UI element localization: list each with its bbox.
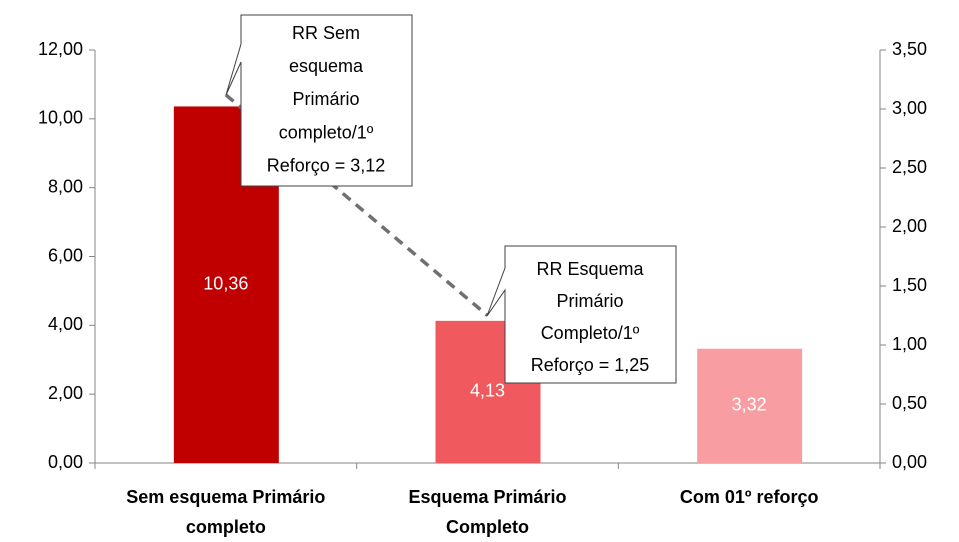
y-tick-label: 8,00 bbox=[48, 176, 83, 196]
bar bbox=[697, 348, 803, 463]
callout-box bbox=[225, 14, 413, 187]
x-tick-label: Com 01º reforço bbox=[680, 487, 819, 507]
y2-tick-label: 3,50 bbox=[892, 39, 927, 59]
annotation: Primário bbox=[556, 291, 623, 311]
annotation: Reforço = 1,25 bbox=[531, 355, 650, 375]
x-tick-label: completo bbox=[186, 517, 266, 537]
y-tick-label: 6,00 bbox=[48, 245, 83, 265]
y2-tick-label: 2,00 bbox=[892, 216, 927, 236]
y2-tick-label: 1,00 bbox=[892, 334, 927, 354]
x-tick-label: Completo bbox=[446, 517, 529, 537]
x-tick-label: Esquema Primário bbox=[408, 487, 566, 507]
y-tick-label: 0,00 bbox=[48, 452, 83, 472]
y2-tick-label: 0,00 bbox=[892, 452, 927, 472]
callout-box bbox=[486, 245, 677, 384]
y-tick-label: 12,00 bbox=[38, 39, 83, 59]
y2-tick-label: 1,50 bbox=[892, 275, 927, 295]
x-tick-label: Sem esquema Primário bbox=[126, 487, 325, 507]
annotation: RR Sem bbox=[292, 23, 360, 43]
y2-tick-label: 2,50 bbox=[892, 157, 927, 177]
y-tick-label: 10,00 bbox=[38, 108, 83, 128]
y-tick-label: 4,00 bbox=[48, 314, 83, 334]
y2-tick-label: 0,50 bbox=[892, 393, 927, 413]
annotation: esquema bbox=[289, 56, 364, 76]
y2-tick-label: 3,00 bbox=[892, 98, 927, 118]
annotation: RR Esquema bbox=[536, 259, 644, 279]
annotation: Reforço = 3,12 bbox=[267, 156, 386, 176]
annotation: completo/1º bbox=[279, 122, 374, 142]
y-tick-label: 2,00 bbox=[48, 383, 83, 403]
annotation: Completo/1º bbox=[541, 323, 640, 343]
value-label: 10,36 bbox=[203, 273, 248, 293]
annotation: Primário bbox=[292, 89, 359, 109]
value-label: 4,13 bbox=[470, 381, 505, 401]
value-label: 3,32 bbox=[732, 395, 767, 415]
